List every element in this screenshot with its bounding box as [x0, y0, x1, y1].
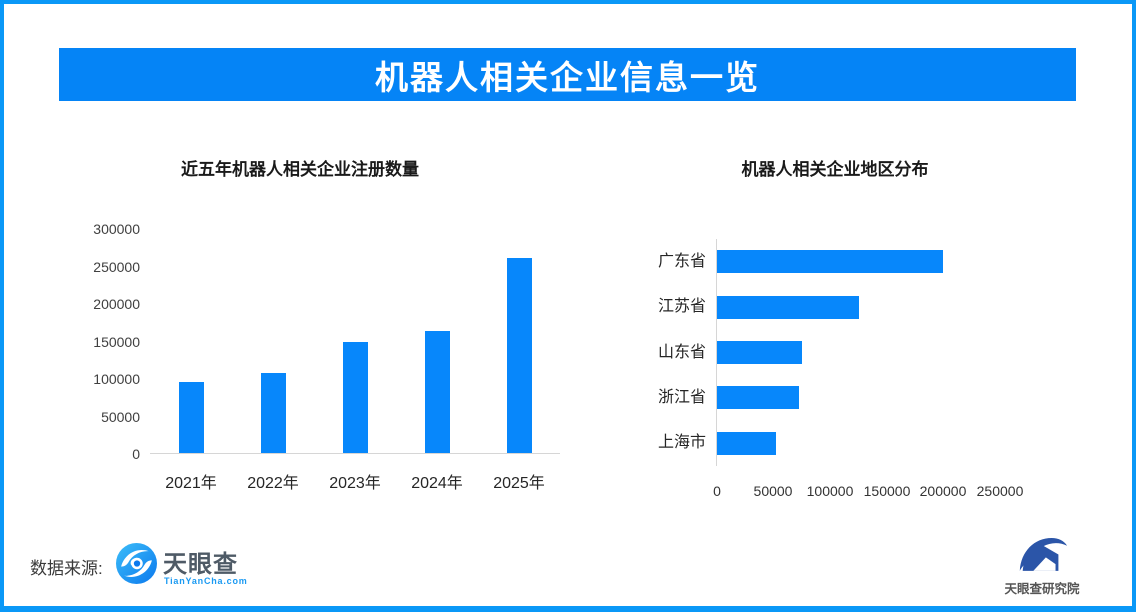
regions-chart-title: 机器人相关企业地区分布 — [741, 160, 929, 179]
y-axis-category-label: 上海市 — [657, 434, 706, 452]
x-axis-tick-label: 100000 — [806, 483, 854, 499]
x-axis-category-label: 2023年 — [329, 475, 381, 492]
registrations-bar — [342, 342, 368, 453]
research-institute-logo: 天眼查研究院 — [1000, 531, 1084, 596]
x-axis-category-label: 2025年 — [493, 475, 545, 492]
y-axis-tick-label: 100000 — [93, 371, 140, 387]
region-bar — [717, 431, 776, 455]
x-axis-tick-label: 0 — [713, 483, 721, 499]
y-axis-tick-label: 250000 — [93, 258, 140, 275]
x-axis-tick-label: 250000 — [976, 483, 1024, 499]
y-axis-tick-label: 150000 — [93, 333, 140, 350]
y-axis-category-label: 广东省 — [657, 252, 706, 270]
y-axis-tick-label: 50000 — [101, 408, 140, 425]
tianyancha-logo-domain: TianYanCha.com — [164, 576, 248, 586]
x-axis-tick-label: 50000 — [753, 483, 793, 499]
registrations-bar — [260, 373, 286, 453]
data-source-label: 数据来源: — [30, 559, 103, 578]
registrations-bar — [424, 331, 450, 453]
y-axis-tick-label: 0 — [132, 446, 140, 462]
x-axis-category-label: 2024年 — [411, 475, 463, 492]
page-title-banner: 机器人相关企业信息一览 — [59, 48, 1076, 101]
x-axis-category-label: 2022年 — [247, 475, 299, 492]
tianyancha-logo: 天眼查 TianYanCha.com — [116, 543, 248, 593]
region-bar — [717, 250, 943, 274]
research-institute-text: 天眼查研究院 — [1004, 582, 1080, 596]
left-plot: 0 50000 100000 150000 200000 250000 300000 2021… — [93, 221, 560, 492]
x-axis-tick-label: 150000 — [863, 483, 911, 499]
right-plot: 广东省江苏省山东省浙江省上海市 0 50000 100000 150000 200000 2… — [658, 239, 1061, 499]
region-bar — [717, 295, 859, 319]
research-institute-icon — [1019, 538, 1068, 571]
registrations-bar — [178, 382, 204, 453]
region-bar — [717, 341, 802, 364]
y-axis-tick-label: 200000 — [93, 296, 140, 312]
page-title: 机器人相关企业信息一览 — [375, 58, 760, 96]
y-axis-category-label: 江苏省 — [657, 298, 706, 316]
x-axis-category-label: 2021年 — [165, 475, 217, 492]
tianyancha-logo-text: 天眼查 — [163, 551, 238, 578]
y-axis-category-label: 山东省 — [657, 343, 706, 361]
registrations-bar — [506, 258, 532, 453]
x-axis-tick-label: 200000 — [919, 483, 967, 499]
registrations-chart-title: 近五年机器人相关企业注册数量 — [181, 160, 419, 179]
region-bar — [717, 386, 799, 410]
tianyancha-eye-icon — [116, 543, 157, 584]
y-axis-tick-label: 300000 — [93, 221, 140, 237]
y-axis-category-label: 浙江省 — [657, 388, 706, 406]
